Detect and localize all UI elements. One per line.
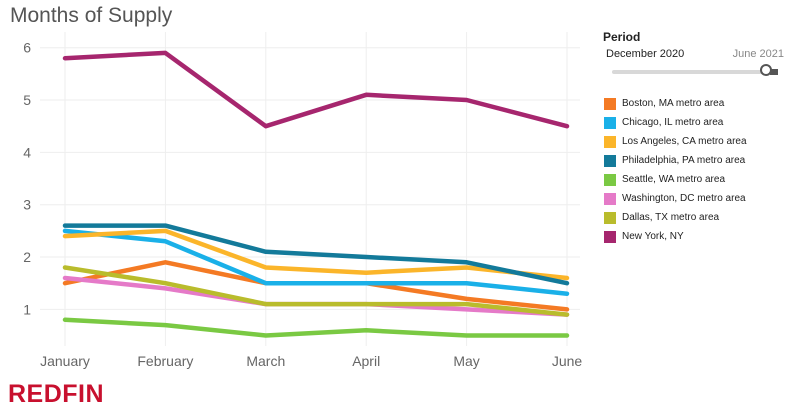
chart-legend: Boston, MA metro area Chicago, IL metro a… xyxy=(604,94,747,246)
legend-label: Dallas, TX metro area xyxy=(622,212,720,223)
series-line xyxy=(62,50,570,129)
legend-label: Washington, DC metro area xyxy=(622,193,746,204)
legend-item[interactable]: Chicago, IL metro area xyxy=(604,113,747,132)
legend-item[interactable]: Seattle, WA metro area xyxy=(604,170,747,189)
period-start-label: December 2020 xyxy=(606,48,685,60)
legend-label: Seattle, WA metro area xyxy=(622,174,726,185)
legend-label: New York, NY xyxy=(622,231,684,242)
period-end-label: June 2021 xyxy=(732,48,784,60)
y-tick-label: 3 xyxy=(23,197,31,213)
legend-swatch xyxy=(604,116,616,129)
x-tick-label: April xyxy=(352,353,380,369)
y-tick-label: 1 xyxy=(23,301,31,317)
chart-title: Months of Supply xyxy=(10,4,173,27)
line-chart: 1 2 3 4 5 6 January February March April May June xyxy=(23,32,583,369)
legend-label: Philadelphia, PA metro area xyxy=(622,155,746,166)
legend-swatch xyxy=(604,135,616,148)
period-filter-title: Period xyxy=(603,30,641,44)
legend-swatch xyxy=(604,192,616,205)
legend-item[interactable]: Washington, DC metro area xyxy=(604,189,747,208)
series-line xyxy=(62,265,570,317)
legend-label: Chicago, IL metro area xyxy=(622,117,724,128)
legend-swatch xyxy=(604,230,616,243)
legend-label: Boston, MA metro area xyxy=(622,98,725,109)
x-tick-label: March xyxy=(246,353,285,369)
legend-swatch xyxy=(604,211,616,224)
redfin-logo: REDFIN xyxy=(8,380,105,408)
legend-swatch xyxy=(604,154,616,167)
y-tick-label: 2 xyxy=(23,249,31,265)
period-slider-handle-grip[interactable] xyxy=(770,69,778,75)
x-tick-label: May xyxy=(453,353,479,369)
y-tick-label: 4 xyxy=(23,144,31,160)
legend-item[interactable]: Los Angeles, CA metro area xyxy=(604,132,747,151)
series-line xyxy=(62,228,570,281)
x-tick-label: June xyxy=(552,353,583,369)
series-line xyxy=(62,317,570,338)
y-tick-label: 5 xyxy=(23,92,31,108)
legend-swatch xyxy=(604,97,616,110)
series-line xyxy=(62,228,570,296)
legend-item[interactable]: Philadelphia, PA metro area xyxy=(604,151,747,170)
x-tick-label: February xyxy=(137,353,193,369)
legend-item[interactable]: Boston, MA metro area xyxy=(604,94,747,113)
period-slider-track[interactable] xyxy=(612,70,770,74)
x-tick-label: January xyxy=(40,353,90,369)
legend-swatch xyxy=(604,173,616,186)
legend-label: Los Angeles, CA metro area xyxy=(622,136,747,147)
legend-item[interactable]: Dallas, TX metro area xyxy=(604,208,747,227)
legend-item[interactable]: New York, NY xyxy=(604,227,747,246)
series-line xyxy=(62,223,570,286)
y-tick-label: 6 xyxy=(23,40,31,56)
